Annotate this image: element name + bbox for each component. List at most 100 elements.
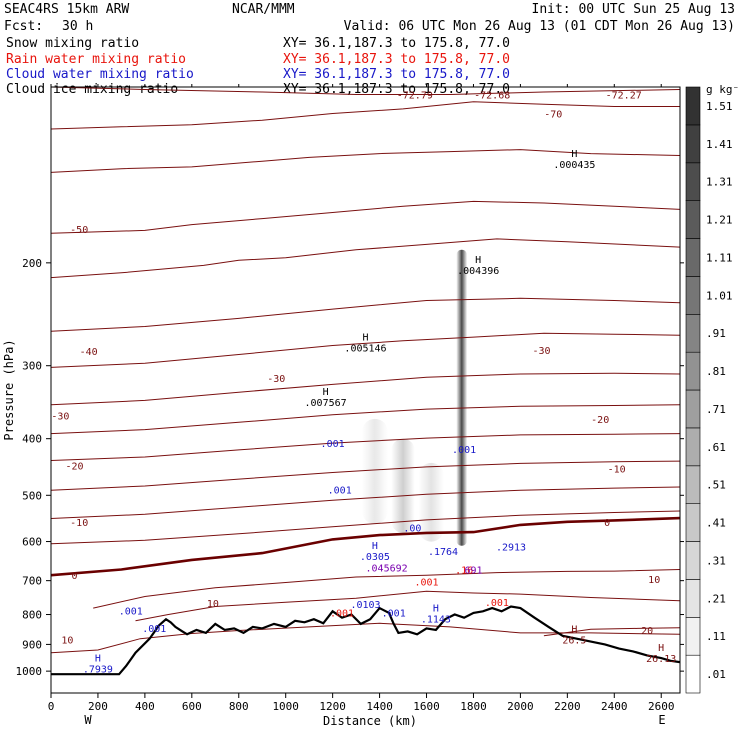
field-name-rain: Rain water mixing ratio	[6, 52, 186, 67]
plot-frame	[50, 86, 681, 694]
colorbar-swatch	[685, 200, 701, 239]
colorbar-label: .01	[706, 668, 726, 681]
colorbar-swatch	[685, 351, 701, 391]
high-marker: H	[475, 255, 481, 266]
x-tick-label: 1400	[366, 700, 393, 713]
temperature-label: 10	[61, 636, 73, 647]
terrain-line	[51, 605, 680, 676]
temperature-contour-minus10	[51, 486, 680, 519]
x-endpoint-west: W	[84, 713, 92, 727]
x-tick-label: 0	[48, 700, 55, 713]
mixing-ratio-label: .000435	[553, 160, 595, 171]
colorbar-label: .91	[706, 327, 726, 340]
temperature-label: -40	[80, 347, 98, 358]
x-tick-label: 400	[135, 700, 155, 713]
field-xy-rain: XY= 36.1,187.3 to 175.8, 77.0	[283, 52, 510, 67]
temperature-label: -10	[70, 518, 88, 529]
field-name-cloud-water: Cloud water mixing ratio	[6, 67, 194, 82]
mixing-ratio-label: .1764	[428, 547, 458, 558]
high-marker: H	[372, 541, 378, 552]
high-marker: H	[571, 149, 577, 160]
temperature-label: -72.27	[606, 91, 642, 102]
mixing-ratio-label: .0103	[350, 600, 380, 611]
mixing-ratio-label: 26.13	[646, 654, 676, 665]
mixing-ratio-label: .001	[321, 439, 345, 450]
colorbar-label: .81	[706, 365, 726, 378]
temperature-contour-15	[51, 622, 680, 654]
colorbar-label: .31	[706, 554, 726, 567]
mixing-ratio-label: .001	[119, 607, 143, 618]
mixing-ratio-label: .001	[330, 608, 354, 619]
high-marker: H	[95, 653, 101, 664]
mixing-ratio-label: .007567	[305, 398, 347, 409]
mixing-ratio-label: .001	[142, 624, 166, 635]
temperature-contours: -72.79 -72.68 -72.27 -70 -50 -40 -30 -30 -30 -20 -…	[51, 87, 680, 654]
y-tick-label: 700	[22, 575, 42, 588]
colorbar-swatch	[685, 124, 701, 164]
colorbar-label: .41	[706, 517, 726, 530]
colorbar-label: .61	[706, 441, 726, 454]
mixing-ratio-label: .001	[328, 486, 352, 497]
x-tick-label: 1800	[460, 700, 487, 713]
mixing-ratio-label: .004396	[457, 266, 499, 277]
mixing-ratio-label: .7939	[83, 664, 113, 675]
snow-shading-layer	[362, 249, 468, 546]
high-marker: H	[323, 387, 329, 398]
temperature-label: -20	[591, 415, 609, 426]
mixing-ratio-label: 691	[464, 565, 482, 576]
temperature-label: -30	[51, 412, 69, 423]
colorbar-label: .11	[706, 630, 726, 643]
annotation-layer: H.000435H.004396H.005146H.007567.001.001…	[83, 149, 676, 675]
snow-plume	[456, 249, 468, 546]
temperature-label: -50	[70, 225, 88, 236]
colorbar-label: .21	[706, 592, 726, 605]
temperature-contour-minus25	[51, 404, 680, 435]
temperature-label: 10	[648, 575, 660, 586]
x-tick-label: 1600	[413, 700, 440, 713]
y-tick-label: 900	[22, 638, 42, 651]
mixing-ratio-label: .001	[485, 598, 509, 609]
x-tick-label: 1200	[319, 700, 346, 713]
temperature-contour-5	[93, 569, 680, 609]
temperature-contour-minus15	[51, 460, 680, 491]
x-tick-label: 2200	[554, 700, 581, 713]
temperature-label: -30	[267, 374, 285, 385]
mixing-ratio-label: .00	[403, 523, 421, 534]
colorbar-swatch	[685, 389, 701, 429]
temperature-label: -10	[608, 465, 626, 476]
snow-plume	[418, 462, 444, 542]
mixing-ratio-label: .045692	[366, 564, 408, 575]
mixing-ratio-label: .0305	[360, 552, 390, 563]
mixing-ratio-label: 26.5	[562, 636, 586, 647]
high-marker: H	[571, 625, 577, 636]
high-marker: H	[362, 332, 368, 343]
temperature-contour-minus50	[51, 200, 680, 234]
mixing-ratio-label: .001	[382, 608, 406, 619]
colorbar: .01 .11 .21 .31 .41 .51 .61 .71 .81 .91 1.01 1.11 1.…	[685, 86, 733, 694]
temperature-contour-minus70	[51, 101, 680, 130]
temperature-contour-minus45	[51, 238, 680, 279]
temperature-label: 0	[71, 571, 77, 582]
colorbar-label: 1.41	[706, 138, 733, 151]
mixing-ratio-label: .2913	[496, 543, 526, 554]
x-endpoint-east: E	[658, 713, 665, 727]
temperature-contour-minus30	[51, 372, 680, 406]
colorbar-label: 1.31	[706, 176, 733, 189]
terrain-layer	[51, 605, 680, 676]
temperature-contour-minus72	[51, 87, 680, 95]
x-tick-label: 600	[182, 700, 202, 713]
temperature-label: 20	[641, 626, 653, 637]
x-tick-label: 2600	[648, 700, 675, 713]
colorbar-label: 1.01	[706, 289, 733, 302]
colorbar-swatch	[685, 86, 701, 126]
temperature-contour-minus35	[51, 332, 680, 368]
temperature-label: -20	[65, 462, 83, 473]
y-tick-label: 400	[22, 433, 42, 446]
y-tick-label: 800	[22, 609, 42, 622]
temperature-label: -30	[532, 346, 550, 357]
colorbar-swatch	[685, 579, 701, 618]
field-name-cloud-ice: Cloud ice mixing ratio	[6, 82, 178, 97]
init-time: Init: 00 UTC Sun 25 Aug 13	[532, 2, 736, 17]
y-axis-label: Pressure (hPa)	[2, 339, 16, 440]
